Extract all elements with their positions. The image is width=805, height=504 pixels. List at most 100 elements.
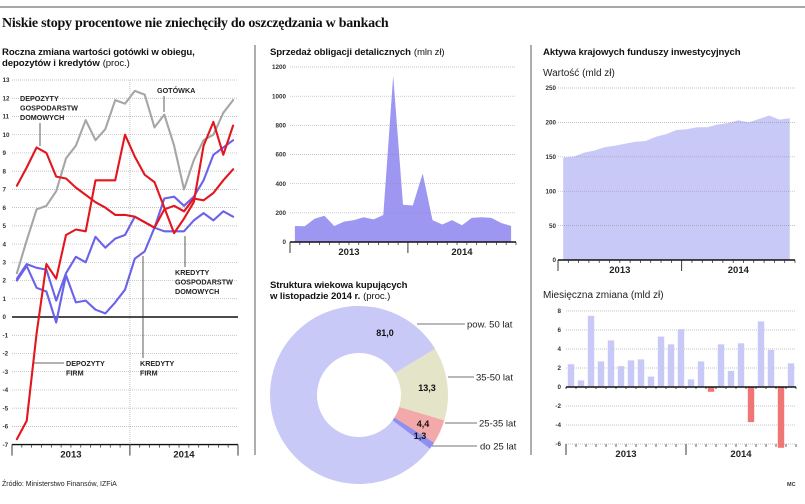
- y-tick-label: -6: [555, 441, 561, 448]
- bar: [637, 359, 645, 387]
- chart-title-fund-assets: Aktywa krajowych funduszy inwestycyjnych: [543, 47, 741, 58]
- x-year-label: 2014: [728, 265, 750, 276]
- chart-title-text: w listopadzie 2014 r.: [269, 291, 360, 302]
- slice-value-label: 13,3: [418, 383, 436, 393]
- bar: [647, 376, 655, 387]
- chart-title-bond-sales: Sprzedaż obligacji detalicznych (mln zł): [270, 47, 445, 58]
- x-year-label: 2014: [451, 247, 473, 258]
- y-tick-label: 6: [3, 205, 7, 212]
- bar: [737, 343, 745, 387]
- bar: [707, 387, 715, 392]
- chart-subtitle-monthly-change: Miesięczna zmiana (mld zł): [543, 290, 664, 301]
- bar: [677, 329, 685, 387]
- y-tick-label: 6: [557, 327, 561, 334]
- donut-chart-buyer-age: 81,0 pow. 50 lat 13,3 35-50 lat 4,4 25-35 lat…: [270, 305, 517, 484]
- y-tick-label: 600: [275, 152, 286, 159]
- y-tick-label: 0: [552, 257, 556, 264]
- bar: [727, 370, 735, 387]
- chart-title-line: Roczna zmiana wartości gotówki w obiegu,: [2, 47, 195, 58]
- bar: [667, 344, 675, 388]
- x-year-label: 2013: [60, 450, 81, 461]
- series-label: DOMOWYCH: [20, 113, 64, 122]
- y-tick-label: -5: [3, 405, 9, 412]
- source-note: Źródło: Ministerstwo Finansów, IZFiA: [2, 479, 117, 488]
- area-chart-bond-sales: 1200 1000 800 600 400 200 0 2013 2014: [272, 64, 517, 258]
- series-label: KREDYTY: [140, 359, 175, 368]
- y-tick-label: 2: [3, 278, 7, 285]
- chart-title-text: Struktura wiekowa kupujących: [270, 280, 408, 291]
- chart-title-cash-deposits-loans: Roczna zmiana wartości gotówki w obiegu,…: [2, 47, 195, 69]
- chart-title-buyer-age: Struktura wiekowa kupujących w listopadz…: [269, 280, 408, 302]
- bar: [567, 364, 575, 387]
- y-tick-label: 400: [275, 181, 286, 188]
- x-year-label: 2013: [609, 265, 630, 276]
- bar-chart-monthly-change: 8 6 4 2 0 -2 -4 -6 2013 2014: [555, 308, 797, 460]
- series-annotation: GOTÓWKA: [157, 86, 195, 112]
- y-tick-label: 11: [3, 114, 10, 121]
- bar: [617, 366, 625, 387]
- slice-value-label: 4,4: [417, 419, 430, 429]
- series-label: DOMOWYCH: [175, 287, 219, 296]
- chart-unit: (proc.): [103, 58, 130, 69]
- series-line-2: [15, 120, 235, 441]
- y-tick-label: 1: [3, 296, 7, 303]
- series-label: FIRM: [140, 369, 158, 378]
- chart-title-text: Roczna zmiana wartości gotówki w obiegu,: [2, 47, 195, 58]
- bar: [627, 360, 635, 387]
- series-label: FIRM: [66, 369, 84, 378]
- chart-unit: (proc.): [363, 291, 390, 302]
- chart-title-text: depozytów i kredytów: [2, 58, 100, 69]
- legend-label: pow. 50 lat: [467, 319, 513, 330]
- y-tick-label: -4: [3, 387, 9, 394]
- legend-label: 25-35 lat: [479, 418, 516, 429]
- chart-subtitle-fund-value: Wartość (mld zł): [543, 68, 615, 79]
- y-tick-label: 200: [545, 120, 556, 127]
- bar: [717, 344, 725, 388]
- series-label: KREDYTY: [175, 268, 210, 277]
- y-tick-label: 0: [282, 239, 286, 246]
- y-tick-label: 13: [3, 77, 11, 84]
- donut-slice: [270, 305, 436, 484]
- y-tick-label: 1200: [272, 64, 287, 71]
- series-line-3: [15, 210, 235, 302]
- bar: [587, 315, 595, 388]
- y-tick-label: 250: [545, 85, 556, 92]
- y-tick-label: -4: [555, 422, 561, 429]
- bar: [607, 340, 615, 387]
- y-tick-label: 4: [557, 346, 561, 353]
- bar: [597, 361, 605, 387]
- y-tick-label: 100: [545, 188, 556, 195]
- y-tick-label: -2: [555, 403, 561, 410]
- bar: [687, 379, 695, 387]
- y-tick-label: 7: [3, 187, 7, 194]
- donut-slice: [394, 406, 445, 443]
- author-credit: MC: [787, 482, 796, 488]
- series-label: DEPOZYTY: [20, 94, 59, 103]
- y-tick-label: 5: [3, 223, 7, 230]
- y-tick-label: 3: [3, 260, 7, 267]
- series-label: GOSPODARSTW: [175, 278, 233, 287]
- series-label: GOSPODARSTW: [20, 104, 78, 113]
- x-year-label: 2013: [338, 247, 359, 258]
- chart-title-text: Sprzedaż obligacji detalicznych: [270, 47, 411, 58]
- area-chart-fund-assets: 250 200 150 100 50 0 2013 2014: [545, 85, 796, 276]
- x-year-label: 2014: [173, 450, 195, 461]
- page-title: Niskie stopy procentowe nie zniechęciły …: [2, 16, 389, 31]
- y-tick-label: 2: [557, 365, 561, 372]
- series-line-0: [15, 89, 235, 275]
- y-tick-label: -3: [3, 369, 9, 376]
- bar: [577, 380, 585, 387]
- bar: [657, 336, 665, 387]
- area-fill: [563, 115, 790, 260]
- y-tick-label: -1: [3, 332, 9, 339]
- series-line-4: [15, 139, 235, 324]
- bar: [767, 349, 775, 387]
- legend-label: 35-50 lat: [476, 372, 513, 383]
- x-year-label: 2014: [730, 449, 752, 460]
